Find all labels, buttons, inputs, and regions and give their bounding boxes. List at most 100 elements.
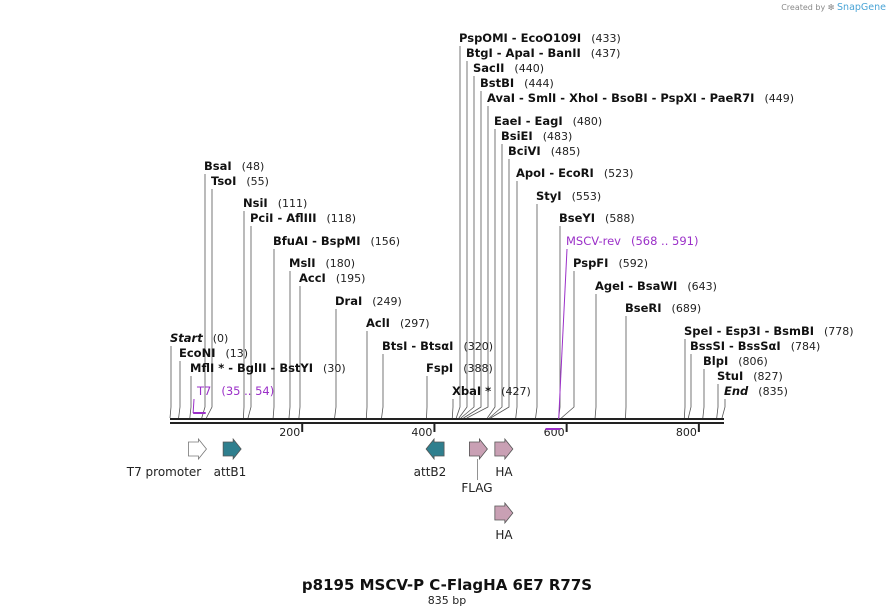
feature-arrow-icon xyxy=(425,437,445,461)
primer-t7[interactable]: T7 (35 .. 54) xyxy=(192,384,274,414)
site-connector-line xyxy=(334,309,337,419)
restriction-site-bstbi[interactable]: BstBI (444) xyxy=(463,76,554,419)
restriction-site-stui[interactable]: StuI (827) xyxy=(716,369,783,419)
site-connector-line xyxy=(683,339,686,419)
site-position-label: (195) xyxy=(336,272,366,285)
restriction-site-xbai[interactable]: XbaI * (427) xyxy=(451,384,531,419)
site-position-label: (249) xyxy=(372,295,402,308)
site-position-label: (0) xyxy=(213,332,229,345)
site-connector-line xyxy=(242,211,245,419)
restriction-site-pspfi[interactable]: PspFI (592) xyxy=(561,256,648,419)
feature-ha[interactable]: HA xyxy=(494,437,514,479)
feature-label: attB1 xyxy=(214,465,247,479)
site-connector-line xyxy=(247,226,252,419)
restriction-site-tsoi[interactable]: TsoI (55) xyxy=(206,174,269,419)
restriction-site-bsssi-bsss-i[interactable]: BssSI - BssSαI (784) xyxy=(687,339,820,419)
site-position-label: (180) xyxy=(326,257,356,270)
site-name-label: StyI xyxy=(536,189,562,203)
restriction-site-bcivi[interactable]: BciVI (485) xyxy=(490,144,581,419)
site-name-label: PspFI xyxy=(573,256,608,270)
site-position-label: (30) xyxy=(323,362,346,375)
site-name-label: TsoI xyxy=(211,174,236,188)
site-name-label: PspOMI - EcoO109I xyxy=(459,31,581,45)
site-connector-line xyxy=(365,331,368,419)
site-name-label: SacII xyxy=(473,61,504,75)
restriction-site-spei-esp3i-bsmbi[interactable]: SpeI - Esp3I - BsmBI (778) xyxy=(683,324,854,419)
restriction-site-acci[interactable]: AccI (195) xyxy=(298,271,366,419)
restriction-site-pspomi-ecoo109i[interactable]: PspOMI - EcoO109I (433) xyxy=(455,31,621,419)
restriction-site-acli[interactable]: AclI (297) xyxy=(365,316,430,419)
site-name-label: BseRI xyxy=(625,301,662,315)
restriction-site-end[interactable]: End (835) xyxy=(721,384,788,419)
site-name-label: XbaI * xyxy=(452,384,491,398)
feature-arrow-icon xyxy=(494,437,514,461)
restriction-site-eaei-eagi[interactable]: EaeI - EagI (480) xyxy=(486,114,603,419)
restriction-site-bfuai-bspmi[interactable]: BfuAI - BspMI (156) xyxy=(272,234,400,419)
site-name-label: BfuAI - BspMI xyxy=(273,234,360,248)
site-position-label: (156) xyxy=(370,235,400,248)
site-connector-line xyxy=(561,271,575,419)
site-name-label: Start xyxy=(170,331,203,345)
restriction-site-bsiei[interactable]: BsiEI (483) xyxy=(489,129,573,419)
site-position-label: (320) xyxy=(463,340,493,353)
restriction-site-bsai[interactable]: BsaI (48) xyxy=(201,159,265,419)
site-connector-line xyxy=(466,106,489,419)
site-connector-line xyxy=(716,384,719,419)
feature-t7-promoter[interactable]: T7 promoter xyxy=(126,437,207,479)
restriction-site-fspi[interactable]: FspI (388) xyxy=(426,361,493,419)
feature-ha[interactable]: HA xyxy=(494,501,514,542)
site-position-label: (480) xyxy=(573,115,603,128)
restriction-site-drai[interactable]: DraI (249) xyxy=(334,294,402,419)
site-connector-line xyxy=(687,354,692,419)
site-connector-line xyxy=(490,159,510,419)
site-connector-line xyxy=(451,399,454,419)
restriction-site-blpi[interactable]: BlpI (806) xyxy=(702,354,768,419)
feature-arrow-icon xyxy=(222,437,242,461)
feature-attb2[interactable]: attB2 xyxy=(414,437,447,479)
restriction-site-apoi-ecori[interactable]: ApoI - EcoRI (523) xyxy=(515,166,634,419)
site-position-label: (437) xyxy=(591,47,621,60)
site-name-label: BsaI xyxy=(204,159,232,173)
restriction-site-styi[interactable]: StyI (553) xyxy=(535,189,602,419)
restriction-site-pcii-afliii[interactable]: PciI - AflIII (118) xyxy=(247,211,357,419)
restriction-site-avai-smli-xhoi-bsobi-pspxi-paer7i[interactable]: AvaI - SmlI - XhoI - BsoBI - PspXI - Pae… xyxy=(466,91,794,419)
primer-name-label: T7 xyxy=(196,384,211,398)
restriction-site-econi[interactable]: EcoNI (13) xyxy=(178,346,248,419)
site-position-label: (483) xyxy=(543,130,573,143)
site-connector-line xyxy=(463,91,482,419)
plasmid-title: p8195 MSCV-P C-FlagHA 6E7 R77S xyxy=(301,576,593,594)
site-name-label: NsiI xyxy=(243,196,268,210)
site-name-label: BssSI - BssSαI xyxy=(690,339,781,353)
restriction-site-sacii[interactable]: SacII (440) xyxy=(460,61,544,419)
restriction-site-bseri[interactable]: BseRI (689) xyxy=(625,301,702,419)
site-position-label: (806) xyxy=(738,355,768,368)
restriction-site-btsi-bts-i[interactable]: BtsI - BtsαI (320) xyxy=(381,339,494,419)
restriction-site-start[interactable]: Start (0) xyxy=(169,331,229,419)
site-connector-line xyxy=(169,346,172,419)
site-name-label: BstBI xyxy=(480,76,514,90)
site-name-label: BciVI xyxy=(508,144,541,158)
site-name-label: EcoNI xyxy=(179,346,215,360)
site-connector-line xyxy=(381,354,384,419)
site-name-label: SpeI - Esp3I - BsmBI xyxy=(684,324,814,338)
site-position-label: (111) xyxy=(278,197,308,210)
restriction-site-mfli-bglii-bstyi[interactable]: MflI * - BglII - BstYI (30) xyxy=(189,361,346,419)
feature-label: HA xyxy=(495,465,513,479)
feature-attb1[interactable]: attB1 xyxy=(214,437,247,479)
primer-mscv-rev[interactable]: MSCV-rev (568 .. 591) xyxy=(545,234,698,430)
feature-label: attB2 xyxy=(414,465,447,479)
primer-connector xyxy=(192,398,195,414)
site-position-label: (689) xyxy=(672,302,702,315)
restriction-site-agei-bsawi[interactable]: AgeI - BsaWI (643) xyxy=(594,279,717,419)
restriction-site-msli[interactable]: MslI (180) xyxy=(288,256,356,419)
site-name-label: AgeI - BsaWI xyxy=(595,279,677,293)
site-connector-line xyxy=(702,369,705,419)
site-position-label: (523) xyxy=(604,167,634,180)
site-name-label: DraI xyxy=(335,294,362,308)
feature-label: HA xyxy=(495,528,513,542)
primer-range-label: (35 .. 54) xyxy=(221,384,274,398)
feature-flag[interactable]: FLAG xyxy=(461,437,493,495)
site-position-label: (118) xyxy=(327,212,357,225)
restriction-site-btgi-apai-banii[interactable]: BtgI - ApaI - BanII (437) xyxy=(458,46,621,419)
restriction-site-nsii[interactable]: NsiI (111) xyxy=(242,196,308,419)
